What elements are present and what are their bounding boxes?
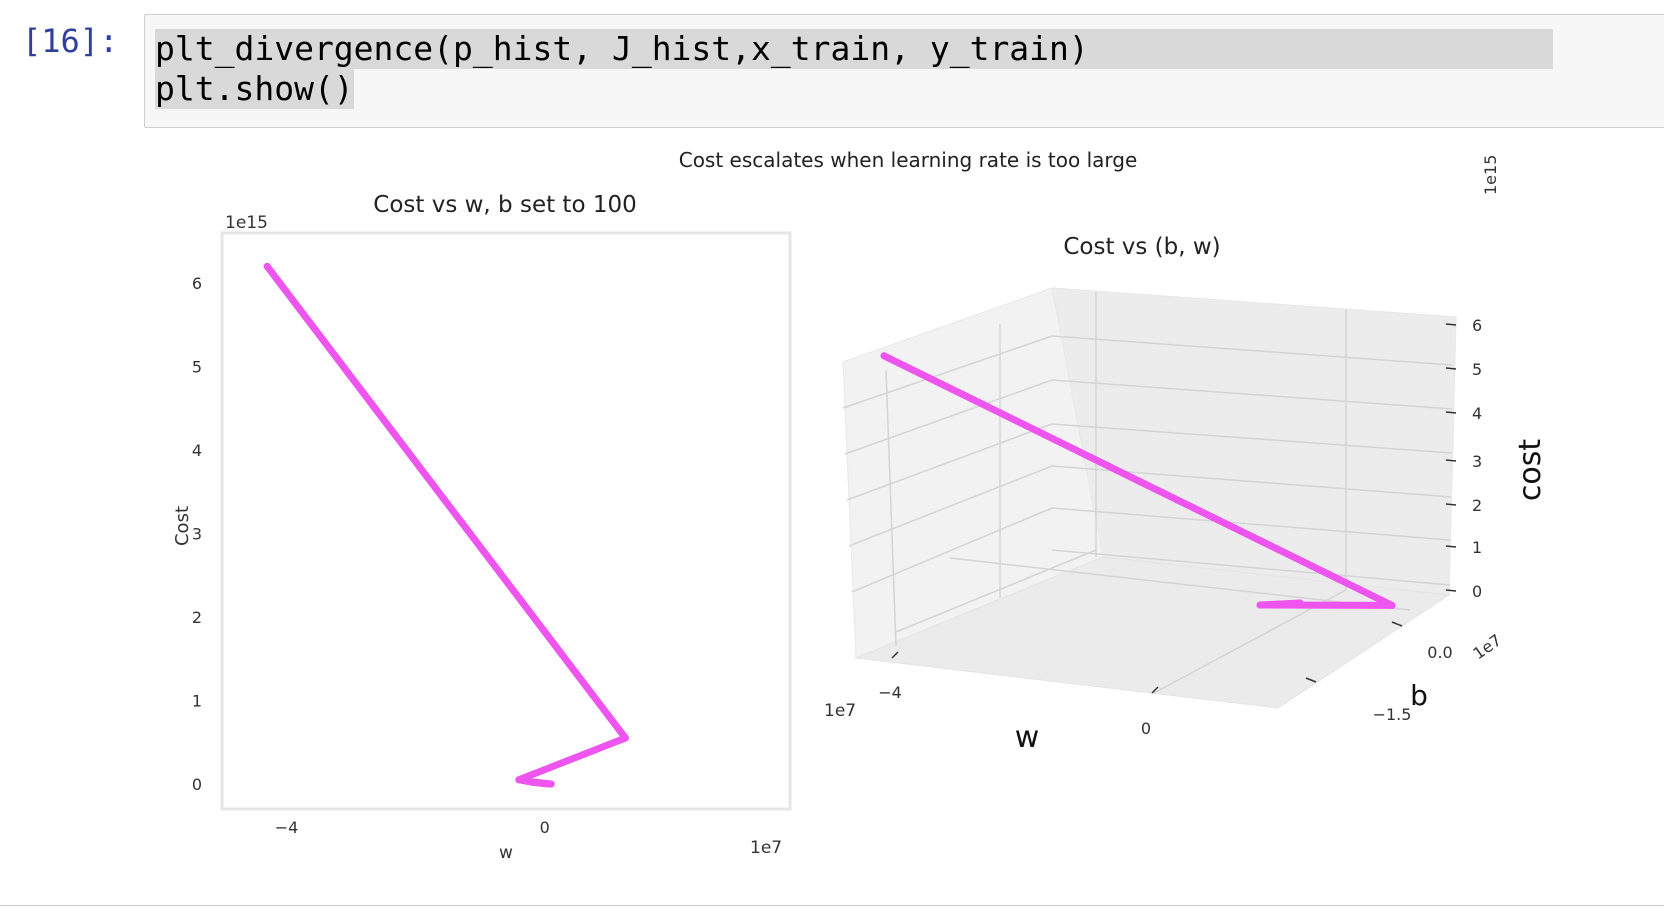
figure-canvas: Cost escalates when learning rate is too… xyxy=(172,148,1548,863)
right-z-tick-label-4: 4 xyxy=(1472,404,1482,423)
right-z-tick-label-0: 0 xyxy=(1472,582,1482,601)
left-trace-point-0 xyxy=(263,262,271,270)
right-z-tick-label-3: 3 xyxy=(1472,452,1482,471)
code-line-2[interactable]: plt.show() xyxy=(155,69,354,109)
right-z-tick-label-2: 2 xyxy=(1472,496,1482,515)
left-x-axis-label: w xyxy=(499,843,513,863)
grid-lines xyxy=(842,292,1453,694)
right-trace-point-2 xyxy=(1256,601,1264,609)
left-x-tick-label-0: −4 xyxy=(275,818,299,837)
right-trace-point-1 xyxy=(1388,601,1396,609)
left-trace-point-1 xyxy=(621,734,629,742)
left-x-tick-label-1: 0 xyxy=(540,818,550,837)
left-trace-point-2 xyxy=(515,776,523,784)
left-y-tick-label-4: 4 xyxy=(192,441,202,460)
right-cost-trace xyxy=(880,352,1396,609)
right-x-tick-label-0: −4 xyxy=(878,683,902,702)
floor-pane xyxy=(854,556,1451,709)
cell-output: Cost escalates when learning rate is too… xyxy=(150,140,1664,880)
axis-tick-marks xyxy=(891,323,1457,694)
left-x-offset-text: 1e7 xyxy=(750,838,782,858)
cost-vs-bw-3d-chart: Cost vs (b, w) xyxy=(824,155,1548,755)
back-right-pane xyxy=(1051,287,1457,596)
right-x-axis-label: w xyxy=(1015,720,1040,755)
left-trace-point-6 xyxy=(544,780,552,788)
right-z-offset-text: 1e15 xyxy=(1481,155,1500,195)
right-y-tick-label-0: 0.0 xyxy=(1427,643,1452,662)
left-trace-point-5 xyxy=(528,778,536,786)
left-y-axis-label: Cost xyxy=(172,506,193,546)
right-z-tick-label-5: 5 xyxy=(1472,360,1482,379)
left-chart-title: Cost vs w, b set to 100 xyxy=(373,192,636,218)
left-y-tick-label-2: 2 xyxy=(192,608,202,627)
right-trace-point-0 xyxy=(880,352,888,360)
left-y-tick-label-6: 6 xyxy=(192,274,202,293)
right-z-tick-label-1: 1 xyxy=(1472,538,1482,557)
left-y-tick-label-5: 5 xyxy=(192,358,202,377)
figure-suptitle: Cost escalates when learning rate is too… xyxy=(679,148,1138,172)
right-x-offset-text: 1e7 xyxy=(824,701,856,721)
left-y-tick-label-3: 3 xyxy=(192,525,202,544)
cell-divider xyxy=(0,905,1664,906)
right-x-tick-label-1: 0 xyxy=(1141,719,1151,738)
cost-vs-w-chart: Cost vs w, b set to 100 1e15 1e7 w Cost … xyxy=(172,192,792,863)
code-cell-input[interactable]: plt_divergence(p_hist, J_hist,x_train, y… xyxy=(144,14,1664,128)
left-y-tick-label-0: 0 xyxy=(192,775,202,794)
code-line-1[interactable]: plt_divergence(p_hist, J_hist,x_train, y… xyxy=(155,29,1553,69)
right-y-axis-label: b xyxy=(1410,679,1428,712)
right-z-tick-label-6: 6 xyxy=(1472,316,1482,335)
right-y-offset-text: 1e7 xyxy=(1469,630,1505,663)
left-y-offset-text: 1e15 xyxy=(225,213,268,233)
right-chart-title: Cost vs (b, w) xyxy=(1063,234,1220,260)
right-trace-point-3 xyxy=(1296,599,1304,607)
right-z-axis-label: cost xyxy=(1513,439,1548,501)
left-y-tick-label-1: 1 xyxy=(192,691,202,710)
right-y-tick-label-1: −1.5 xyxy=(1373,705,1412,724)
cell-prompt: [16]: xyxy=(22,22,119,60)
